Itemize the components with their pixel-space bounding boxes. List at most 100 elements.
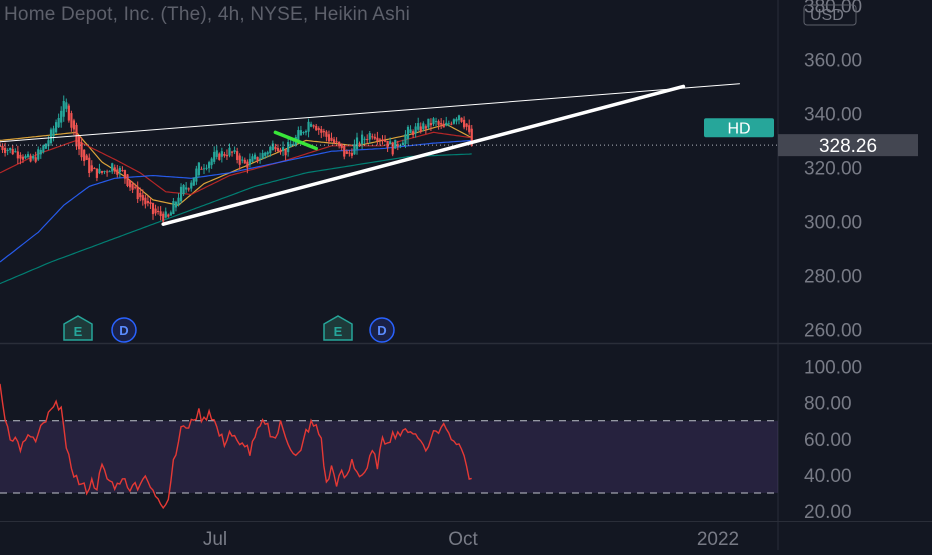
candle-body <box>271 143 274 151</box>
moving-average-line <box>0 123 472 206</box>
candle-body <box>49 129 53 144</box>
dividend-marker-shape <box>369 317 395 343</box>
candle-body <box>98 168 101 174</box>
candle-body <box>11 149 14 155</box>
candle-body <box>151 203 155 215</box>
flag-marker-line[interactable] <box>273 130 318 151</box>
candle-body <box>225 154 229 157</box>
candle-body <box>39 149 42 155</box>
candle-body <box>289 144 292 148</box>
candle-body <box>325 131 328 137</box>
candle-body <box>422 123 425 130</box>
candle-body <box>409 129 412 133</box>
candle-body <box>42 145 45 153</box>
candle-body <box>57 117 60 128</box>
candle-body <box>417 123 420 130</box>
candle-body <box>452 119 455 124</box>
candle-body <box>144 197 147 205</box>
candle-body <box>284 149 287 156</box>
moving-average-line <box>0 131 472 196</box>
candle-body <box>386 140 389 148</box>
candle-body <box>302 132 305 134</box>
candle-body <box>340 143 343 149</box>
candle-body <box>460 117 463 122</box>
axes-group: 260.00 280.00 300.00 320.00 340.00 360.00 380.… <box>203 0 918 550</box>
candle-body <box>44 143 47 149</box>
time-tick-label: Oct <box>448 529 478 550</box>
trendline[interactable] <box>0 83 740 143</box>
candle-body <box>455 118 458 122</box>
candle-body <box>320 129 323 133</box>
candle-body <box>179 186 183 202</box>
candle-body <box>256 156 259 162</box>
candle-body <box>202 168 206 170</box>
candle-body <box>19 154 22 159</box>
candle-body <box>172 201 175 214</box>
candle-body <box>121 170 124 172</box>
candle-body <box>134 186 137 188</box>
candle-body <box>432 118 435 125</box>
candle-body <box>159 211 162 217</box>
rsi-tick-label: 40.00 <box>804 466 852 487</box>
candle-body <box>345 151 348 154</box>
candle-body <box>310 123 313 127</box>
candle-body <box>457 115 461 121</box>
candle-body <box>100 171 104 173</box>
candle-body <box>383 140 387 142</box>
candle-body <box>77 135 81 150</box>
last-price-text: 328.26 <box>819 136 877 157</box>
trendlines-group <box>0 83 778 226</box>
candle-body <box>361 134 364 144</box>
trendline[interactable] <box>161 84 686 226</box>
candle-body <box>355 137 359 150</box>
earnings-marker-2[interactable]: E <box>323 315 353 341</box>
candle-body <box>118 167 121 173</box>
candle-body <box>312 125 315 127</box>
candle-body <box>106 171 109 173</box>
candle-body <box>123 170 127 179</box>
candle-body <box>157 210 160 212</box>
candle-body <box>378 139 382 141</box>
candle-body <box>276 147 280 152</box>
earnings-marker-1[interactable]: E <box>63 315 93 341</box>
dividend-marker-2[interactable]: D <box>369 317 395 343</box>
candle-body <box>195 168 198 182</box>
candle-body <box>220 151 223 157</box>
candle-body <box>440 123 443 125</box>
candle-body <box>363 138 366 140</box>
candle-body <box>465 123 468 127</box>
candle-body <box>371 136 374 138</box>
candle-body <box>169 212 172 216</box>
currency-box <box>803 4 857 26</box>
candle-body <box>85 155 88 160</box>
candle-body <box>213 151 216 162</box>
candle-body <box>9 147 12 151</box>
candle-body <box>251 156 254 162</box>
price-tick-label: 380.00 <box>804 0 862 17</box>
candle-body <box>111 163 114 172</box>
candle-body <box>412 131 415 136</box>
candle-body <box>47 140 50 147</box>
candle-body <box>274 146 277 150</box>
dividend-marker-1[interactable]: D <box>111 317 137 343</box>
time-tick-label: Jul <box>203 529 227 550</box>
symbol-badge[interactable] <box>704 118 774 138</box>
candle-body <box>396 144 399 147</box>
candle-body <box>241 159 244 161</box>
candle-body <box>253 154 257 160</box>
candle-body <box>297 130 300 141</box>
candle-body <box>414 126 417 134</box>
candle-body <box>146 200 149 204</box>
candle-body <box>32 156 35 159</box>
candle-body <box>427 118 430 128</box>
candle-body <box>103 170 106 172</box>
chart-title: Home Depot, Inc. (The), 4h, NYSE, Heikin… <box>4 4 411 25</box>
candle-body <box>52 128 55 137</box>
dividend-marker-shape <box>111 317 137 343</box>
candle-body <box>215 150 218 157</box>
candle-body <box>358 143 361 145</box>
candle-body <box>450 123 453 125</box>
